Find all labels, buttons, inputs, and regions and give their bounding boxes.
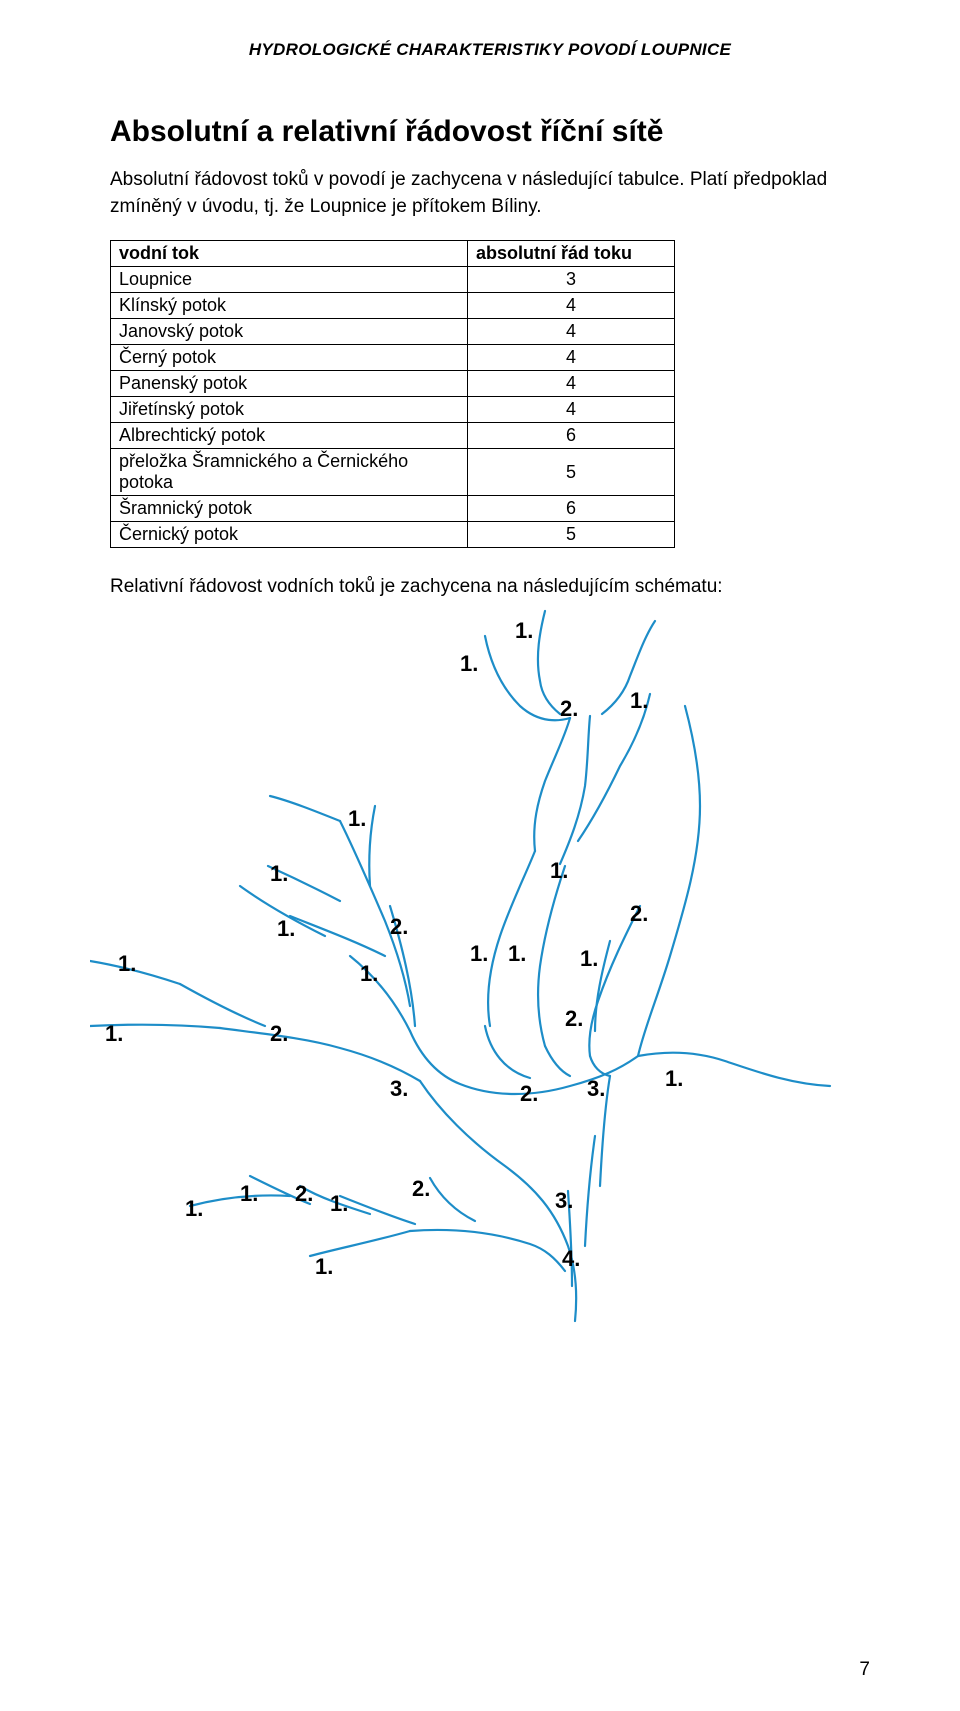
- cell-stream-name: Černý potok: [111, 345, 468, 371]
- stream-order-label: 1.: [185, 1196, 203, 1222]
- table-row: Loupnice3: [111, 267, 675, 293]
- stream-order-label: 1.: [515, 618, 533, 644]
- stream-order-label: 1.: [580, 946, 598, 972]
- cell-stream-order: 4: [468, 397, 675, 423]
- stream-order-label: 1.: [665, 1066, 683, 1092]
- stream-order-label: 1.: [330, 1191, 348, 1217]
- table-row: Jiřetínský potok4: [111, 397, 675, 423]
- cell-stream-order: 5: [468, 522, 675, 548]
- cell-stream-name: Panenský potok: [111, 371, 468, 397]
- cell-stream-order: 4: [468, 293, 675, 319]
- stream-order-label: 2.: [520, 1081, 538, 1107]
- table-row: Černický potok5: [111, 522, 675, 548]
- cell-stream-order: 6: [468, 423, 675, 449]
- cell-stream-order: 6: [468, 496, 675, 522]
- col-header-order: absolutní řád toku: [468, 241, 675, 267]
- table-row: přeložka Šramnického a Černického potoka…: [111, 449, 675, 496]
- stream-order-label: 1.: [105, 1021, 123, 1047]
- stream-order-label: 4.: [562, 1246, 580, 1272]
- stream-order-label: 3.: [390, 1076, 408, 1102]
- table-row: Černý potok4: [111, 345, 675, 371]
- stream-order-label: 1.: [315, 1254, 333, 1280]
- schema-caption: Relativní řádovost vodních toků je zachy…: [110, 576, 870, 598]
- cell-stream-name: Jiřetínský potok: [111, 397, 468, 423]
- stream-order-label: 1.: [630, 688, 648, 714]
- cell-stream-name: Albrechtický potok: [111, 423, 468, 449]
- stream-order-label: 2.: [565, 1006, 583, 1032]
- running-head: HYDROLOGICKÉ CHARAKTERISTIKY POVODÍ LOUP…: [110, 40, 870, 60]
- cell-stream-order: 4: [468, 345, 675, 371]
- river-network-svg: [90, 606, 850, 1376]
- col-header-stream: vodní tok: [111, 241, 468, 267]
- cell-stream-name: Loupnice: [111, 267, 468, 293]
- cell-stream-order: 4: [468, 371, 675, 397]
- stream-order-label: 2.: [560, 696, 578, 722]
- river-network-schema: 1. 1. 2. 1. 1. 1. 1. 2. 1. 1. 1. 1. 2. 1. 2. 1. 1. 2. 3. 2.…: [90, 606, 850, 1376]
- stream-order-label: 1.: [270, 861, 288, 887]
- cell-stream-name: Šramnický potok: [111, 496, 468, 522]
- stream-order-label: 1.: [348, 806, 366, 832]
- table-row: Šramnický potok6: [111, 496, 675, 522]
- stream-order-label: 2.: [270, 1021, 288, 1047]
- cell-stream-order: 4: [468, 319, 675, 345]
- stream-order-label: 2.: [295, 1181, 313, 1207]
- stream-order-label: 1.: [460, 651, 478, 677]
- stream-order-label: 2.: [412, 1176, 430, 1202]
- stream-order-label: 1.: [118, 951, 136, 977]
- cell-stream-order: 5: [468, 449, 675, 496]
- table-row: Panenský potok4: [111, 371, 675, 397]
- section-title: Absolutní a relativní řádovost říční sít…: [110, 115, 870, 149]
- table-row: Albrechtický potok6: [111, 423, 675, 449]
- stream-order-label: 1.: [550, 858, 568, 884]
- stream-order-label: 1.: [277, 916, 295, 942]
- table-row: Klínský potok4: [111, 293, 675, 319]
- stream-order-label: 1.: [470, 941, 488, 967]
- stream-order-table: vodní tok absolutní řád toku Loupnice3Kl…: [110, 240, 675, 548]
- table-row: Janovský potok4: [111, 319, 675, 345]
- stream-order-label: 1.: [240, 1181, 258, 1207]
- cell-stream-name: Černický potok: [111, 522, 468, 548]
- stream-order-label: 2.: [630, 901, 648, 927]
- cell-stream-order: 3: [468, 267, 675, 293]
- stream-order-label: 2.: [390, 914, 408, 940]
- page-number: 7: [859, 1659, 870, 1681]
- stream-order-label: 3.: [555, 1188, 573, 1214]
- stream-order-label: 3.: [587, 1076, 605, 1102]
- intro-paragraph: Absolutní řádovost toků v povodí je zach…: [110, 167, 870, 220]
- cell-stream-name: přeložka Šramnického a Černického potoka: [111, 449, 468, 496]
- stream-order-label: 1.: [360, 961, 378, 987]
- page: HYDROLOGICKÉ CHARAKTERISTIKY POVODÍ LOUP…: [0, 0, 960, 1711]
- cell-stream-name: Klínský potok: [111, 293, 468, 319]
- cell-stream-name: Janovský potok: [111, 319, 468, 345]
- stream-order-label: 1.: [508, 941, 526, 967]
